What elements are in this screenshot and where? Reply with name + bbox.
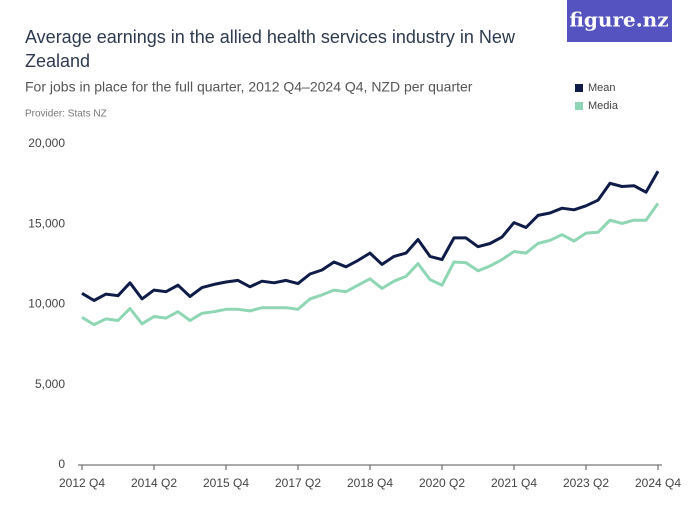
logo: figure.nz <box>569 8 668 32</box>
x-tick-label: 2023 Q2 <box>563 476 609 490</box>
line-series <box>81 202 660 327</box>
x-tick-label: 2018 Q4 <box>347 476 393 490</box>
y-tick-label: 0 <box>58 457 65 471</box>
line-series <box>81 170 660 302</box>
legend-swatch <box>575 84 583 92</box>
x-tick-label: 2014 Q2 <box>131 476 177 490</box>
x-tick-label: 2021 Q4 <box>491 476 537 490</box>
chart-title: Average earnings in the allied health se… <box>25 27 516 71</box>
y-tick-label: 10,000 <box>28 297 65 311</box>
y-tick-label: 15,000 <box>28 216 65 230</box>
x-tick-label: 2015 Q4 <box>203 476 249 490</box>
x-tick-label: 2012 Q4 <box>59 476 105 490</box>
x-tick-label: 2020 Q2 <box>419 476 465 490</box>
provider: Provider: Stats NZ <box>25 109 107 120</box>
legend-swatch <box>575 102 583 110</box>
legend-label: Media <box>588 100 619 112</box>
chart-subtitle: For jobs in place for the full quarter, … <box>25 79 473 95</box>
x-tick-label: 2017 Q2 <box>275 476 321 490</box>
x-tick-label: 2024 Q4 <box>635 476 681 490</box>
y-tick-label: 20,000 <box>28 136 65 150</box>
logo-box <box>567 0 672 42</box>
legend-label: Mean <box>588 82 616 94</box>
y-tick-label: 5,000 <box>35 377 65 391</box>
